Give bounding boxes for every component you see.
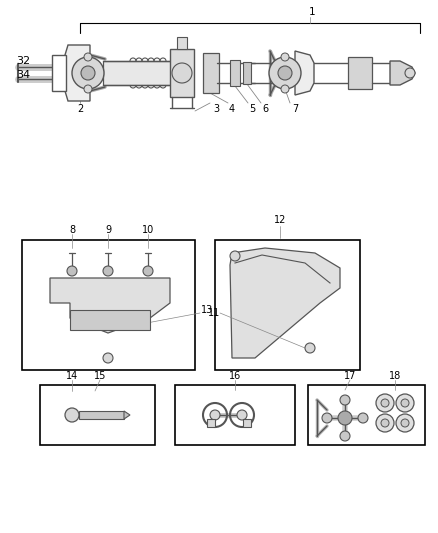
Polygon shape bbox=[230, 248, 340, 358]
Circle shape bbox=[103, 266, 113, 276]
Bar bbox=[103, 61, 178, 85]
Circle shape bbox=[376, 394, 394, 412]
Circle shape bbox=[338, 411, 352, 425]
Text: 6: 6 bbox=[262, 104, 268, 114]
Circle shape bbox=[396, 394, 414, 412]
Text: 15: 15 bbox=[94, 371, 106, 381]
Circle shape bbox=[381, 419, 389, 427]
Circle shape bbox=[103, 353, 113, 363]
Text: 2: 2 bbox=[77, 104, 83, 114]
Circle shape bbox=[81, 66, 95, 80]
Bar bbox=[40, 385, 155, 445]
Circle shape bbox=[322, 413, 332, 423]
Circle shape bbox=[230, 251, 240, 261]
Text: 8: 8 bbox=[69, 225, 75, 235]
Polygon shape bbox=[124, 411, 130, 419]
Text: 9: 9 bbox=[105, 225, 111, 235]
Circle shape bbox=[305, 343, 315, 353]
Text: 5: 5 bbox=[249, 104, 255, 114]
Circle shape bbox=[143, 266, 153, 276]
Circle shape bbox=[210, 410, 220, 420]
Polygon shape bbox=[65, 45, 90, 101]
Text: 17: 17 bbox=[344, 371, 356, 381]
Bar bbox=[243, 419, 251, 427]
Bar bbox=[79, 411, 124, 419]
Text: 3: 3 bbox=[213, 104, 219, 114]
Bar bbox=[70, 310, 150, 330]
Circle shape bbox=[172, 63, 192, 83]
Text: 32: 32 bbox=[16, 56, 30, 66]
Text: 18: 18 bbox=[389, 371, 401, 381]
Bar bbox=[22, 240, 195, 370]
Circle shape bbox=[405, 68, 415, 78]
Text: 1: 1 bbox=[309, 7, 315, 17]
Polygon shape bbox=[295, 51, 314, 95]
Circle shape bbox=[269, 57, 301, 89]
Text: 7: 7 bbox=[292, 104, 298, 114]
Bar bbox=[308, 385, 425, 445]
Bar bbox=[177, 37, 187, 49]
Circle shape bbox=[237, 410, 247, 420]
Circle shape bbox=[67, 266, 77, 276]
Polygon shape bbox=[390, 61, 415, 85]
Circle shape bbox=[340, 431, 350, 441]
Bar bbox=[170, 49, 194, 97]
Circle shape bbox=[376, 414, 394, 432]
Bar bbox=[175, 385, 295, 445]
Bar bbox=[348, 57, 372, 89]
Circle shape bbox=[401, 419, 409, 427]
Circle shape bbox=[401, 399, 409, 407]
Circle shape bbox=[381, 399, 389, 407]
Circle shape bbox=[281, 85, 289, 93]
Polygon shape bbox=[50, 278, 170, 333]
Bar bbox=[203, 53, 219, 93]
Bar bbox=[52, 55, 66, 91]
Circle shape bbox=[278, 66, 292, 80]
Text: 12: 12 bbox=[274, 215, 286, 225]
Bar bbox=[243, 62, 251, 84]
Circle shape bbox=[281, 53, 289, 61]
Circle shape bbox=[65, 408, 79, 422]
Bar bbox=[230, 60, 240, 86]
Circle shape bbox=[340, 395, 350, 405]
Circle shape bbox=[396, 414, 414, 432]
Text: 13: 13 bbox=[201, 305, 213, 315]
Text: 4: 4 bbox=[229, 104, 235, 114]
Text: 14: 14 bbox=[66, 371, 78, 381]
Circle shape bbox=[84, 53, 92, 61]
Circle shape bbox=[72, 57, 104, 89]
Circle shape bbox=[358, 413, 368, 423]
Text: 10: 10 bbox=[142, 225, 154, 235]
Text: 16: 16 bbox=[229, 371, 241, 381]
Circle shape bbox=[84, 85, 92, 93]
Text: 34: 34 bbox=[16, 70, 30, 80]
Bar bbox=[207, 419, 215, 427]
Text: 11: 11 bbox=[208, 308, 220, 318]
Bar bbox=[215, 240, 360, 370]
